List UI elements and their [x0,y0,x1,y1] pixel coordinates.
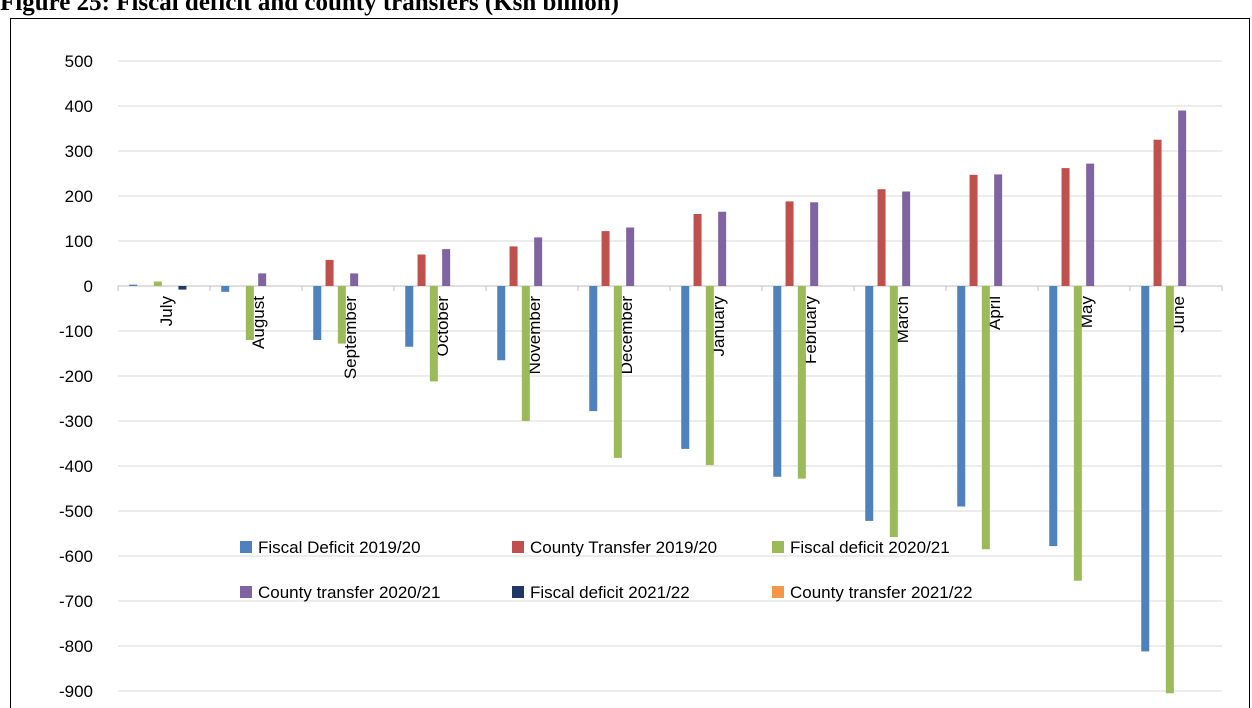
legend-swatch [240,541,252,553]
y-tick-label: 300 [65,142,93,161]
bar [626,227,635,286]
bar [258,273,267,286]
legend-swatch [512,541,524,553]
bar [969,174,978,286]
bar [1141,286,1150,652]
bar [221,286,230,292]
bar [325,259,334,286]
y-tick-label: -600 [59,547,93,566]
y-tick-label: 200 [65,187,93,206]
bar [718,211,727,286]
bar [865,286,874,521]
bar [1061,168,1070,286]
y-tick-label: 500 [65,52,93,71]
bar [350,273,359,286]
legend-label: County transfer 2020/21 [258,583,440,602]
bar [994,174,1003,286]
bar [1165,286,1174,694]
bar [889,286,898,538]
bar [681,286,690,449]
y-tick-label: -500 [59,502,93,521]
bar [521,286,530,421]
bar [534,237,543,286]
bar [129,284,138,286]
legend-swatch [512,586,524,598]
bar [957,286,966,507]
bar [1049,286,1058,547]
chart-border [10,18,1250,708]
y-tick-label: -900 [59,682,93,701]
bar [509,246,518,286]
bar [1073,286,1082,581]
bar [693,214,702,286]
y-tick-label: -700 [59,592,93,611]
bar [1178,110,1187,286]
y-tick-label: -300 [59,412,93,431]
y-tick-label: -200 [59,367,93,386]
legend-label: Fiscal deficit 2021/22 [530,583,690,602]
bar [178,286,187,290]
legend-label: County Transfer 2019/20 [530,538,717,557]
bar [877,189,886,286]
bar [1153,139,1162,286]
bar [313,286,322,340]
bar [613,286,622,458]
y-tick-label: 0 [84,277,93,296]
bar [981,286,990,550]
bar [417,254,426,286]
bar [337,286,346,344]
x-tick-label: July [157,296,176,327]
y-tick-label: 400 [65,97,93,116]
bar [497,286,506,361]
bar [601,231,610,286]
legend-swatch [772,541,784,553]
bar [810,202,819,286]
bar [429,286,438,382]
legend-swatch [772,586,784,598]
bar [705,286,714,466]
y-tick-label: -800 [59,637,93,656]
bar [785,201,794,286]
bar [773,286,782,477]
legend-label: Fiscal deficit 2020/21 [790,538,950,557]
bar [442,249,451,286]
chart-title: Figure 25: Fiscal deficit and county tra… [0,0,619,16]
bar [1086,163,1095,286]
bar [797,286,806,479]
bar [902,191,911,286]
legend-label: County transfer 2021/22 [790,583,972,602]
legend-label: Fiscal Deficit 2019/20 [258,538,421,557]
y-tick-label: -400 [59,457,93,476]
bar [153,281,162,286]
legend-swatch [240,586,252,598]
bar [245,286,254,340]
y-tick-label: 100 [65,232,93,251]
bar [589,286,598,412]
bar [405,286,414,347]
y-tick-label: -100 [59,322,93,341]
